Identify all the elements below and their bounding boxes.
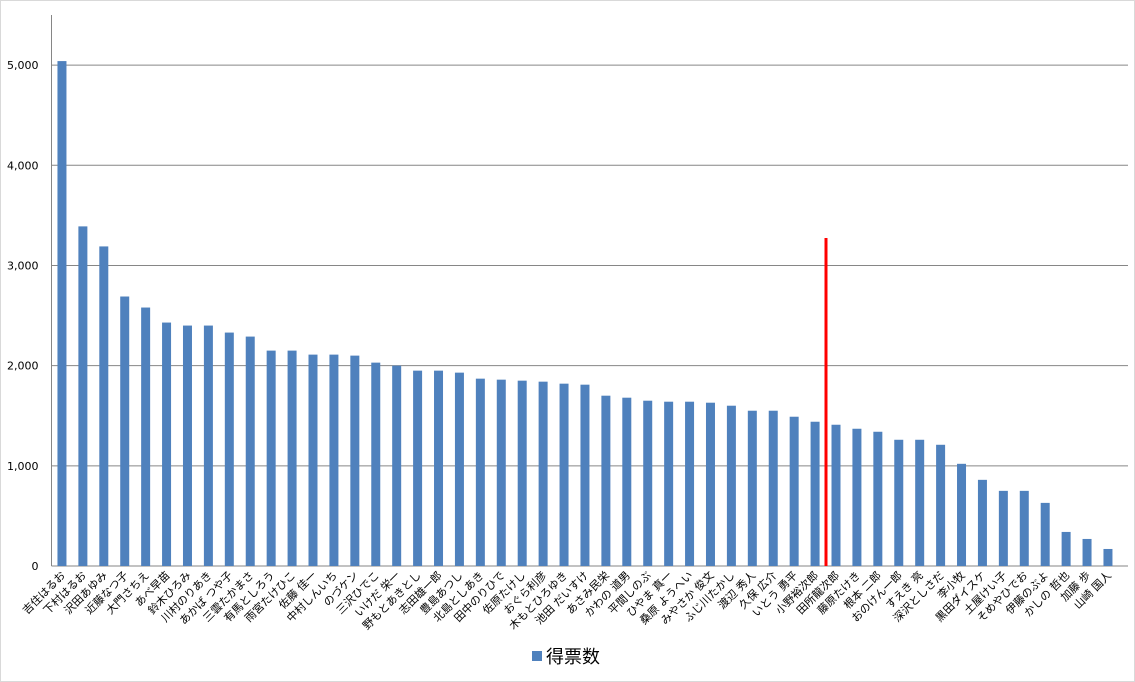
bar	[162, 322, 172, 566]
bar	[768, 410, 778, 566]
bar	[517, 380, 527, 566]
bar	[78, 226, 88, 566]
bar	[496, 379, 506, 566]
bar	[726, 405, 736, 566]
bar	[915, 439, 925, 566]
bars	[57, 61, 1113, 567]
y-tick-label: 0	[32, 560, 39, 573]
bar	[705, 402, 715, 566]
bar	[454, 372, 464, 566]
bar	[308, 354, 318, 566]
bar	[873, 431, 883, 566]
bar	[57, 61, 67, 566]
bar	[392, 365, 402, 566]
y-tick-label: 2,000	[7, 360, 39, 373]
bar	[810, 421, 820, 566]
bar	[1019, 490, 1029, 566]
bar	[99, 246, 109, 567]
bar	[475, 378, 485, 566]
bar	[685, 401, 695, 566]
bar	[957, 463, 967, 566]
bar	[1082, 538, 1092, 566]
legend-swatch	[532, 651, 542, 661]
bar	[1103, 548, 1113, 566]
y-tick-label: 5,000	[7, 59, 39, 72]
legend-label: 得票数	[546, 647, 600, 668]
bar	[203, 325, 213, 566]
bar	[182, 325, 192, 566]
bar	[936, 444, 946, 566]
bar	[245, 336, 255, 566]
bar	[287, 350, 297, 566]
y-tick-label: 1,000	[7, 460, 39, 473]
bar	[538, 381, 548, 566]
bar	[1061, 531, 1071, 566]
bar	[789, 416, 799, 566]
bar	[977, 479, 987, 566]
bar	[559, 383, 569, 566]
bar	[329, 354, 339, 566]
y-tick-label: 4,000	[7, 159, 39, 172]
bar	[664, 401, 674, 566]
bar	[831, 424, 841, 566]
bar	[350, 355, 360, 566]
bar	[120, 296, 130, 566]
bar	[141, 307, 151, 566]
bar	[371, 362, 381, 566]
bar	[413, 370, 423, 566]
bar	[643, 400, 653, 566]
bar	[266, 350, 276, 566]
bar	[852, 428, 862, 566]
y-tick-label: 3,000	[7, 259, 39, 272]
bar	[434, 370, 444, 566]
bar	[894, 439, 904, 566]
bar	[1040, 502, 1050, 566]
bar	[224, 332, 234, 566]
bar	[601, 395, 611, 566]
bar	[998, 490, 1008, 566]
bar	[622, 397, 632, 566]
bar	[747, 410, 757, 566]
bar	[580, 384, 590, 566]
